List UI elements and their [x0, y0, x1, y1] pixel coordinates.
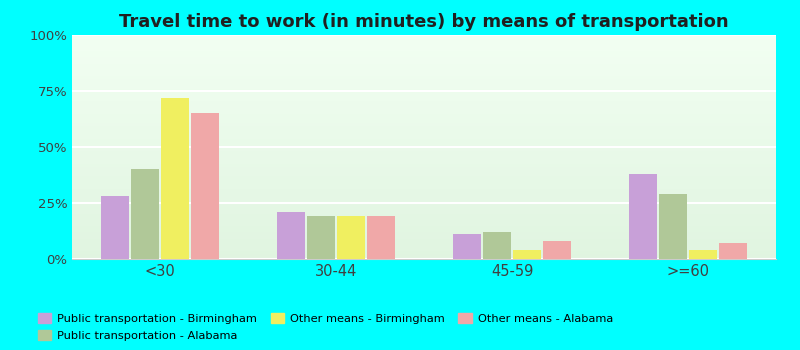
Bar: [483, 232, 511, 259]
Bar: [366, 216, 395, 259]
Bar: [190, 113, 219, 259]
Bar: [161, 98, 189, 259]
Bar: [307, 216, 335, 259]
Bar: [629, 174, 658, 259]
Bar: [453, 234, 482, 259]
Bar: [689, 250, 717, 259]
Bar: [513, 250, 541, 259]
Bar: [542, 241, 571, 259]
Bar: [277, 212, 306, 259]
Bar: [718, 243, 747, 259]
Bar: [659, 194, 687, 259]
Bar: [131, 169, 159, 259]
Bar: [101, 196, 130, 259]
Legend: Public transportation - Birmingham, Public transportation - Alabama, Other means: Public transportation - Birmingham, Publ…: [38, 313, 613, 341]
Bar: [337, 216, 365, 259]
Title: Travel time to work (in minutes) by means of transportation: Travel time to work (in minutes) by mean…: [119, 13, 729, 31]
